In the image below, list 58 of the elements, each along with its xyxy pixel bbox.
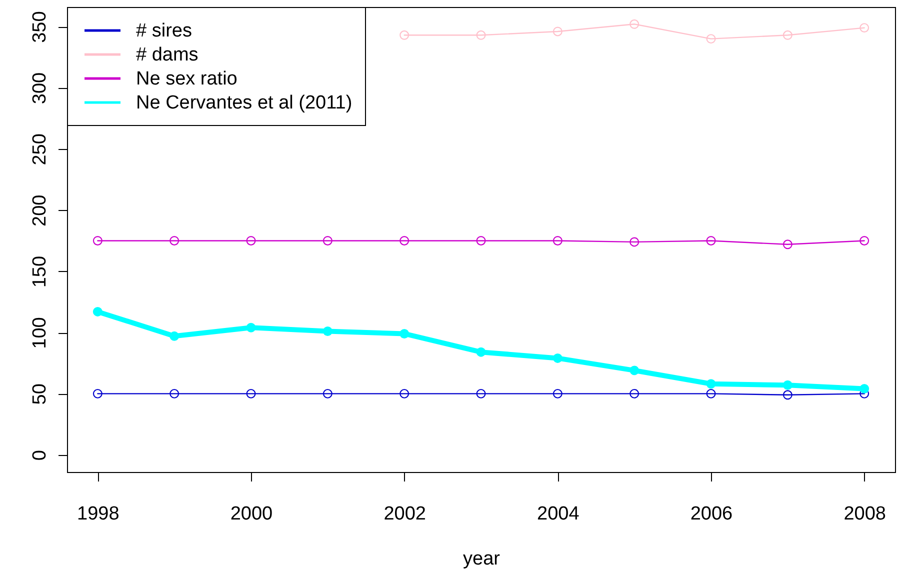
point (860, 236, 870, 246)
point (552, 353, 562, 363)
point (706, 379, 716, 389)
legend-label: # dams (136, 44, 198, 66)
x-tick-label: 2000 (230, 504, 273, 524)
y-tick-label: 250 (30, 134, 50, 166)
y-tick-label: 50 (30, 384, 50, 405)
point (400, 30, 410, 40)
point (170, 331, 180, 341)
point (552, 236, 562, 246)
point (706, 236, 716, 246)
point (170, 388, 180, 398)
point (322, 236, 332, 246)
x-axis-title: year (463, 548, 501, 570)
y-tick-label: 300 (30, 72, 50, 104)
point (552, 26, 562, 36)
point (476, 30, 486, 40)
point (782, 240, 792, 250)
y-tick-label: 200 (30, 194, 50, 226)
x-tick-label: 2004 (537, 504, 580, 524)
point (860, 384, 870, 394)
x-tick-label: 2002 (384, 504, 426, 524)
x-tick-label: 1998 (77, 504, 120, 524)
point (782, 390, 792, 400)
point (400, 236, 410, 246)
legend-label: # sires (136, 20, 192, 42)
point (630, 19, 640, 29)
point (322, 326, 332, 336)
y-tick-label: 0 (30, 450, 50, 461)
point (400, 328, 410, 338)
y-tick-label: 350 (30, 11, 50, 43)
point (400, 388, 410, 398)
point (246, 236, 256, 246)
point (476, 388, 486, 398)
point (706, 34, 716, 44)
point (246, 388, 256, 398)
point (630, 237, 640, 247)
point (170, 236, 180, 246)
point (860, 23, 870, 33)
point (630, 388, 640, 398)
point (322, 388, 332, 398)
point (630, 366, 640, 376)
y-tick-label: 100 (30, 317, 50, 349)
x-tick-label: 2006 (690, 504, 733, 524)
legend-label: Ne sex ratio (136, 68, 238, 90)
point (92, 306, 102, 316)
legend-label: Ne Cervantes et al (2011) (136, 92, 352, 114)
point (92, 388, 102, 398)
x-tick-label: 2008 (844, 504, 886, 524)
y-tick-label: 150 (30, 256, 50, 288)
point (246, 322, 256, 332)
point (476, 236, 486, 246)
point (782, 30, 792, 40)
point (552, 388, 562, 398)
point (92, 236, 102, 246)
point (782, 380, 792, 390)
point (476, 347, 486, 357)
point (706, 388, 716, 398)
